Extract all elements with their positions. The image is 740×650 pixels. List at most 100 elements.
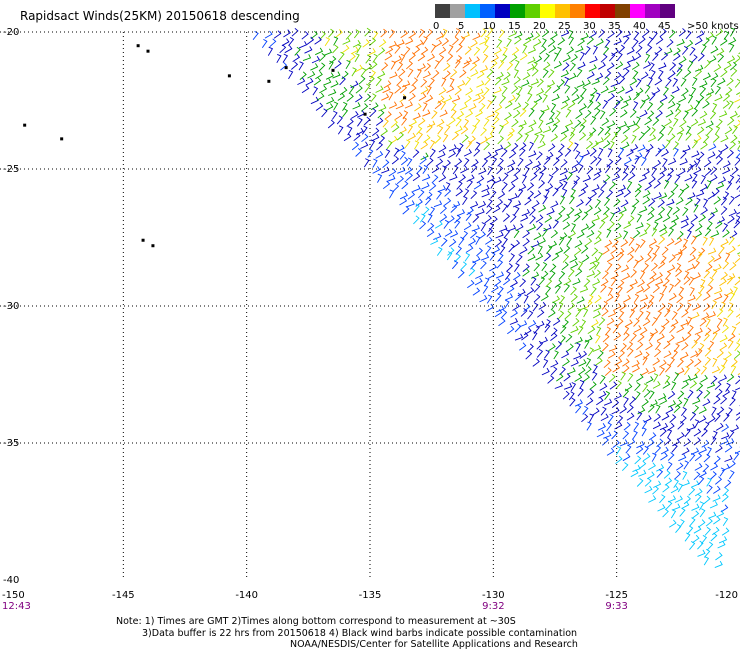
wind-barb bbox=[728, 236, 735, 245]
wind-barb bbox=[716, 118, 723, 128]
wind-barb bbox=[570, 188, 576, 198]
wind-barb bbox=[690, 86, 697, 96]
wind-barb bbox=[480, 28, 487, 38]
wind-barb bbox=[339, 76, 346, 86]
wind-barb bbox=[641, 156, 647, 166]
wind-barb bbox=[656, 333, 665, 342]
wind-barb bbox=[538, 276, 546, 286]
wind-barb bbox=[577, 61, 586, 69]
wind-barb bbox=[666, 238, 675, 247]
wind-barb bbox=[692, 397, 701, 405]
wind-barb bbox=[562, 319, 569, 329]
wind-barb bbox=[697, 52, 705, 62]
wind-barb bbox=[547, 79, 556, 88]
wind-barb bbox=[699, 86, 707, 96]
wind-barb bbox=[573, 142, 579, 152]
wind-barb bbox=[319, 85, 328, 94]
wind-barb bbox=[415, 39, 424, 48]
wind-barb bbox=[531, 67, 539, 77]
wind-barb bbox=[711, 35, 717, 45]
wind-barb bbox=[603, 174, 611, 184]
wind-barb bbox=[597, 423, 606, 431]
wind-barb bbox=[667, 334, 675, 343]
wind-barb bbox=[434, 100, 442, 110]
wind-barb bbox=[691, 139, 698, 149]
wind-barb bbox=[711, 230, 720, 238]
wind-barb bbox=[672, 117, 679, 127]
wind-barb bbox=[581, 254, 590, 263]
wind-barb bbox=[486, 99, 493, 110]
wind-barb bbox=[589, 93, 595, 104]
wind-barb bbox=[667, 206, 673, 216]
wind-barb bbox=[604, 197, 611, 206]
wind-barb bbox=[686, 358, 694, 368]
wind-barb bbox=[701, 535, 708, 545]
wind-barb bbox=[609, 181, 616, 190]
wind-barb bbox=[610, 277, 617, 287]
wind-barb bbox=[692, 303, 701, 311]
wind-barb bbox=[625, 444, 632, 454]
wind-barb bbox=[406, 200, 415, 208]
wind-barb bbox=[332, 71, 341, 79]
wind-barb bbox=[360, 103, 369, 112]
wind-barb bbox=[501, 78, 510, 86]
island-marker bbox=[146, 49, 150, 53]
wind-barb bbox=[437, 185, 446, 193]
wind-barb bbox=[589, 127, 597, 136]
wind-barb bbox=[482, 53, 489, 63]
wind-barb bbox=[720, 504, 729, 513]
wind-barb bbox=[713, 254, 722, 262]
island-marker bbox=[227, 74, 231, 78]
wind-barb bbox=[369, 107, 377, 117]
wind-barb bbox=[654, 244, 660, 255]
wind-barb bbox=[593, 207, 602, 216]
wind-barb bbox=[680, 77, 687, 87]
wind-barb bbox=[599, 383, 608, 391]
wind-barb bbox=[613, 37, 622, 46]
wind-barb bbox=[622, 30, 632, 38]
wind-barb bbox=[602, 99, 609, 109]
wind-barb bbox=[369, 139, 376, 149]
wind-barb bbox=[658, 303, 666, 312]
wind-barb bbox=[407, 124, 414, 134]
wind-barb bbox=[729, 230, 738, 239]
wind-barb bbox=[468, 135, 476, 145]
wind-barb bbox=[407, 132, 416, 141]
wind-barb bbox=[714, 125, 721, 136]
wind-barb bbox=[676, 336, 685, 344]
wind-barb bbox=[629, 109, 637, 118]
wind-barb bbox=[338, 51, 345, 61]
wind-barb bbox=[361, 125, 368, 135]
wind-barb bbox=[297, 77, 306, 86]
wind-barb bbox=[495, 271, 505, 279]
wind-barb bbox=[683, 460, 690, 470]
wind-barb bbox=[600, 413, 609, 422]
wind-barb bbox=[727, 149, 734, 159]
wind-barb bbox=[562, 253, 570, 263]
wind-barb bbox=[666, 198, 675, 206]
wind-barb bbox=[603, 431, 612, 439]
wind-barb bbox=[507, 325, 515, 335]
wind-barb bbox=[566, 343, 574, 352]
wind-barb bbox=[552, 157, 560, 166]
wind-barb bbox=[587, 325, 596, 334]
wind-barb bbox=[615, 189, 624, 198]
wind-barb bbox=[437, 125, 444, 135]
wind-barb bbox=[703, 389, 711, 399]
wind-barb bbox=[318, 53, 326, 62]
wind-barb bbox=[643, 284, 651, 293]
wind-barb bbox=[660, 452, 668, 461]
wind-barb bbox=[555, 284, 561, 294]
wind-barb bbox=[312, 86, 319, 96]
wind-barb bbox=[665, 406, 674, 414]
wind-barb bbox=[495, 293, 502, 302]
wind-barb bbox=[518, 183, 527, 192]
wind-barb bbox=[677, 358, 684, 368]
wind-barb bbox=[476, 70, 485, 79]
wind-barb bbox=[606, 228, 612, 238]
wind-barb bbox=[659, 124, 666, 134]
wind-barb bbox=[639, 109, 648, 118]
wind-barb bbox=[614, 222, 622, 232]
wind-barb bbox=[703, 292, 711, 301]
wind-barb bbox=[652, 117, 660, 126]
